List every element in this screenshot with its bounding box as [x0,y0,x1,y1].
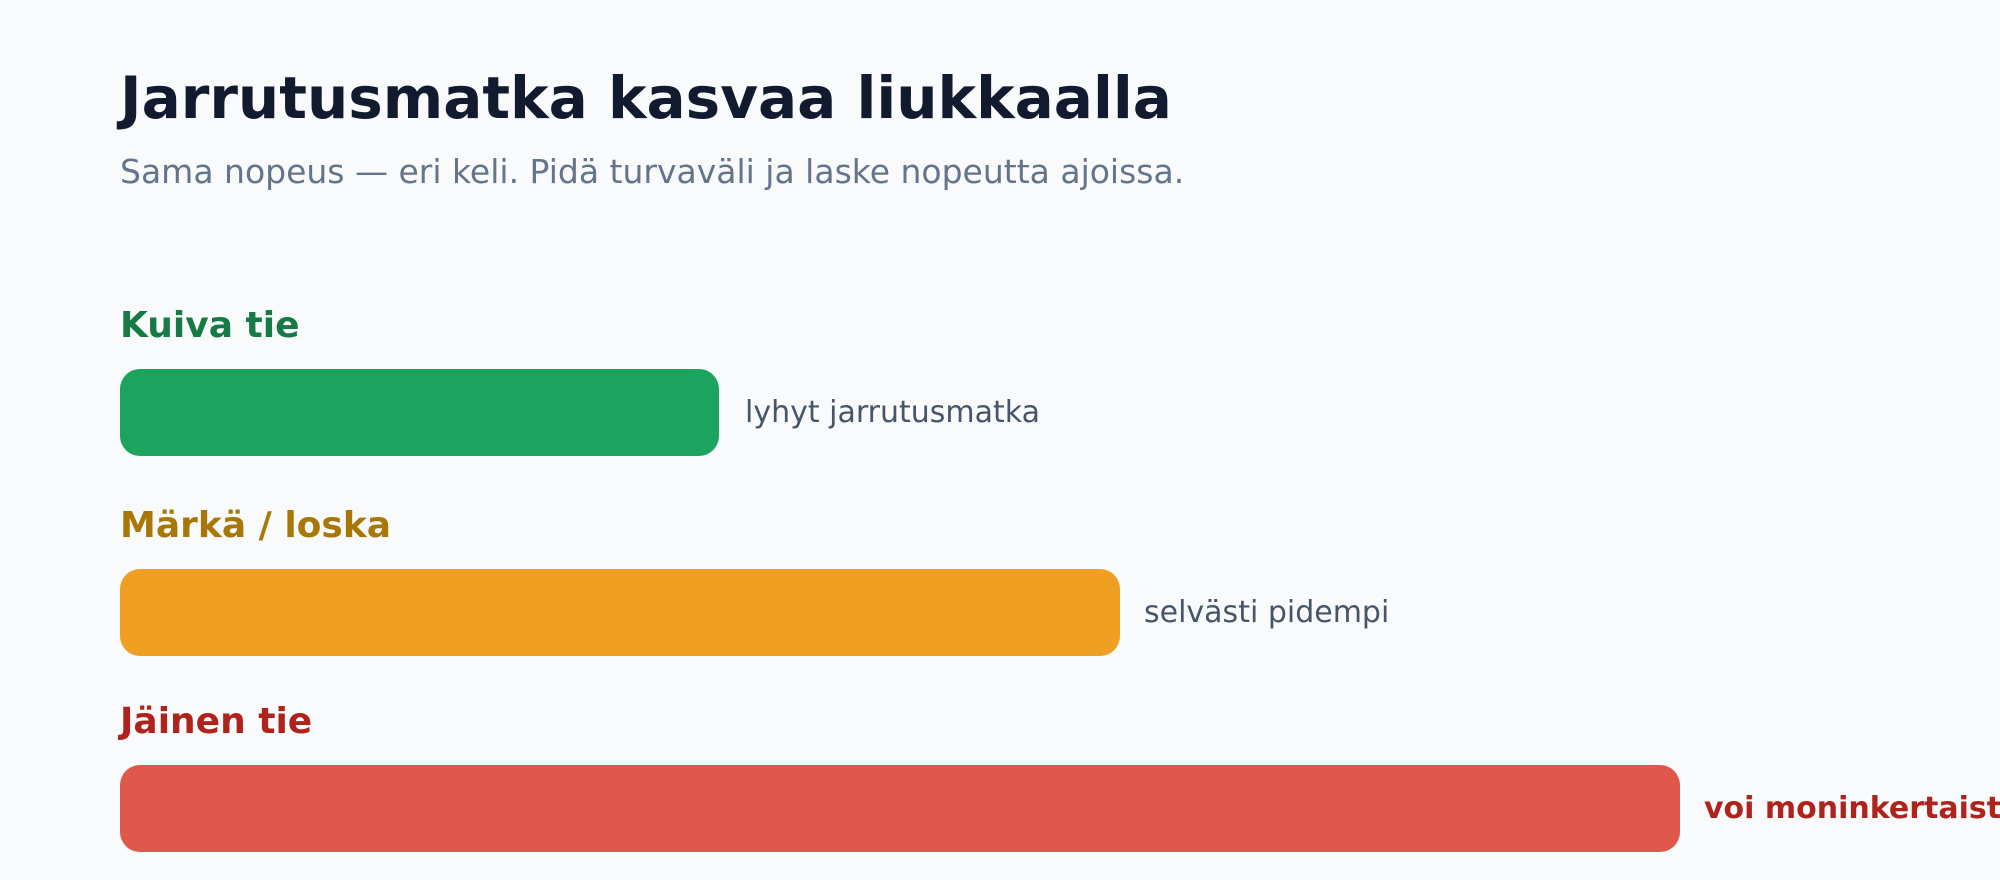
row-label: Märkä / loska [120,505,392,546]
bar-note: selvästi pidempi [1144,595,1390,630]
row-label: Kuiva tie [120,305,300,346]
subtitle: Sama nopeus — eri keli. Pidä turvaväli j… [120,152,1185,191]
bar [120,569,1120,656]
row-label: Jäinen tie [120,701,313,742]
bar-note: lyhyt jarrutusmatka [745,395,1041,430]
title: Jarrutusmatka kasvaa liukkaalla [120,64,1172,132]
bar-note: voi moninkertaist [1704,791,2000,826]
bar [120,765,1680,852]
bar [120,369,719,456]
